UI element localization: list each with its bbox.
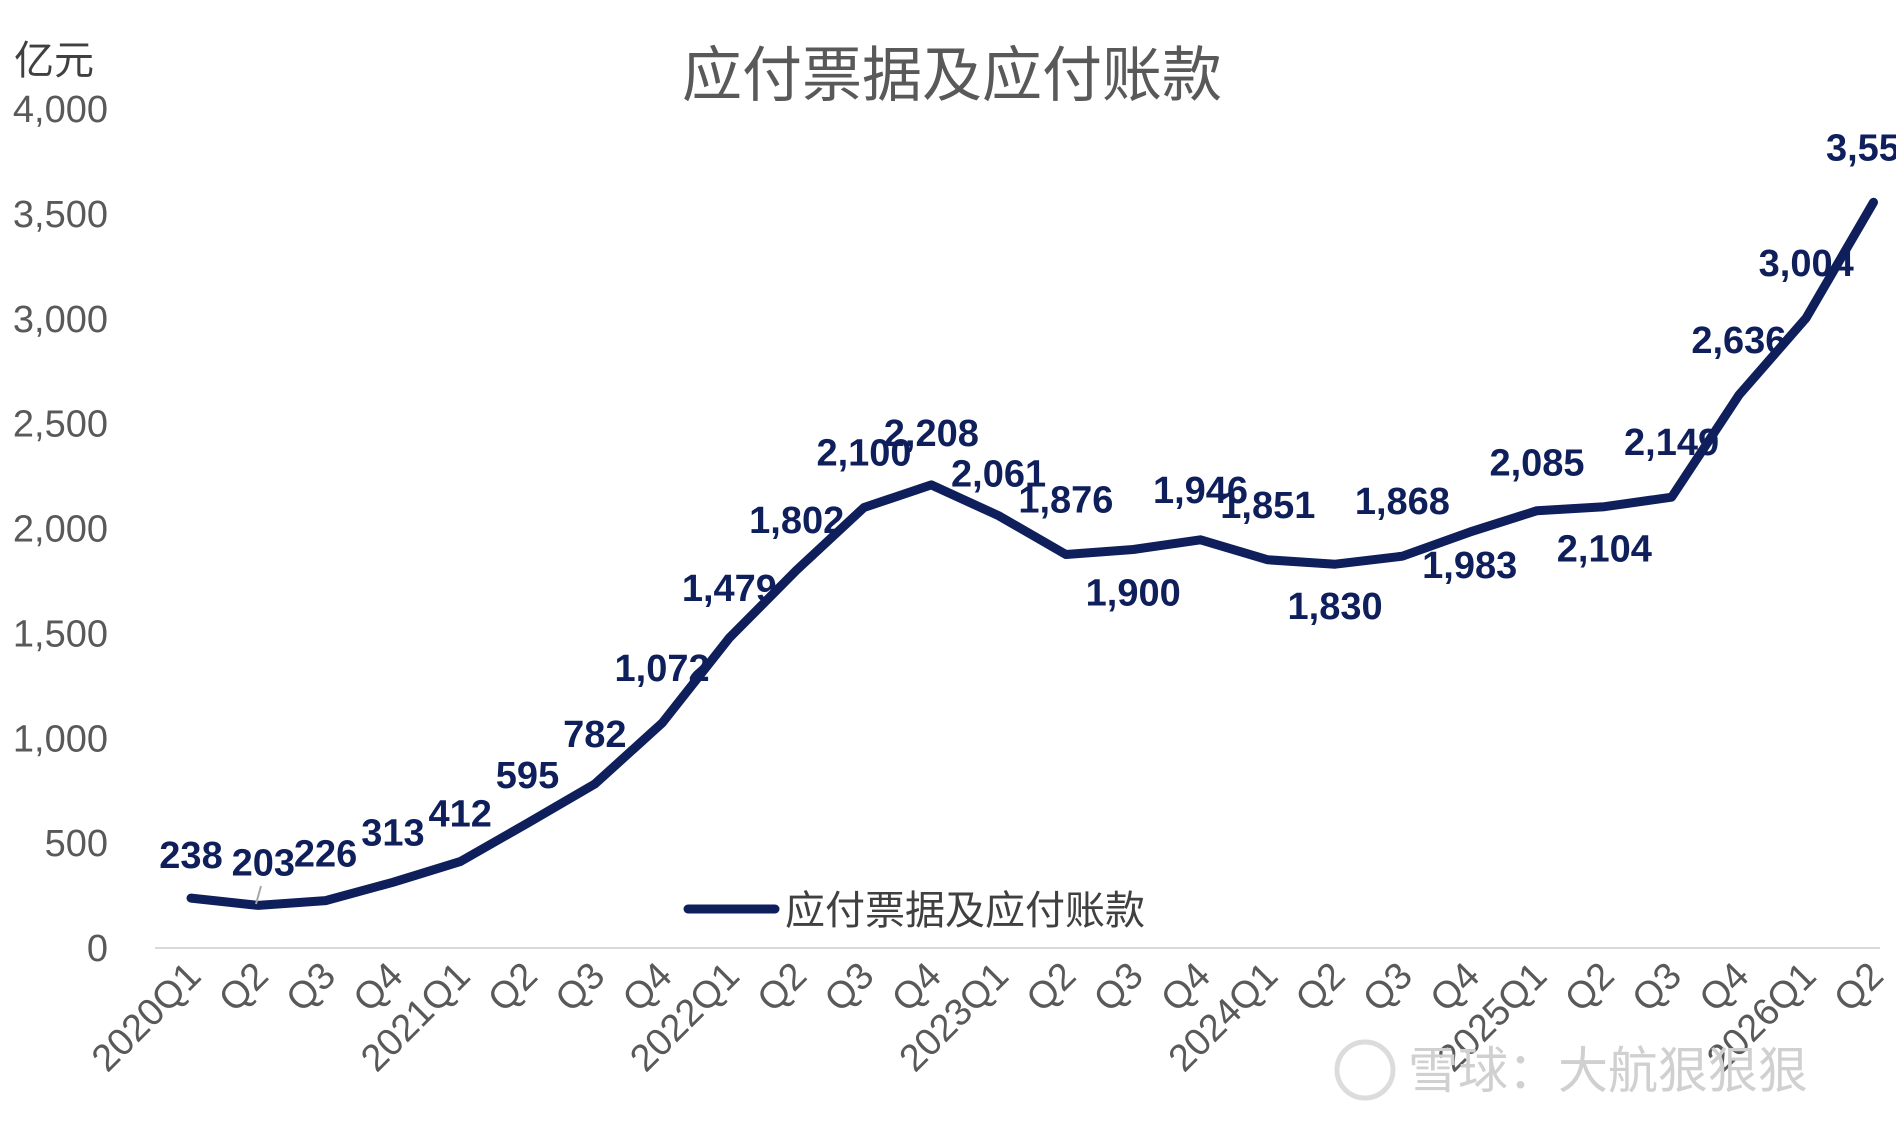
data-label: 1,802 (749, 500, 844, 542)
data-label: 1,876 (1018, 480, 1113, 522)
y-axis-unit: 亿元 (14, 39, 94, 83)
legend-label: 应付票据及应付账款 (785, 888, 1145, 934)
legend: 应付票据及应付账款 (683, 888, 1145, 934)
x-tick-label: Q3 (817, 955, 883, 1021)
series-line (186, 197, 1878, 910)
data-label: 2,208 (884, 413, 979, 455)
data-label: 412 (428, 794, 491, 836)
data-label: 1,900 (1086, 572, 1181, 614)
x-tick-label: Q2 (211, 955, 277, 1021)
data-label-leader-line (255, 885, 262, 905)
data-label: 1,479 (682, 568, 777, 610)
y-tick-label: 500 (45, 823, 108, 865)
x-tick-label: Q2 (1557, 955, 1623, 1021)
y-tick-label: 0 (87, 928, 108, 970)
data-label: 203 (232, 842, 295, 884)
watermark: 雪球：大航狠狠狠 (1334, 1039, 1808, 1101)
watermark-text: 雪球：大航狠狠狠 (1408, 1042, 1808, 1100)
data-label: 1,072 (615, 648, 710, 690)
x-tick-label: Q2 (750, 955, 816, 1021)
data-label: 1,830 (1288, 586, 1383, 628)
x-tick-label: Q3 (548, 955, 614, 1021)
data-label: 1,868 (1355, 481, 1450, 523)
x-tick-label: Q3 (1355, 955, 1421, 1021)
data-label: 313 (361, 812, 424, 854)
x-tick-label: Q3 (1624, 955, 1690, 1021)
y-tick-label: 2,000 (13, 509, 108, 551)
x-tick-label: 2020Q1 (84, 955, 209, 1080)
y-tick-label: 1,500 (13, 613, 108, 655)
data-label: 1,946 (1153, 470, 1248, 512)
x-tick-label: Q2 (480, 955, 546, 1021)
watermark-logo-icon (1334, 1039, 1396, 1101)
x-tick-label: Q3 (278, 955, 344, 1021)
data-label: 2,085 (1489, 443, 1584, 485)
chart-title: 应付票据及应付账款 (682, 41, 1222, 111)
y-tick-label: 2,500 (13, 404, 108, 446)
x-tick-label: Q3 (1086, 955, 1152, 1021)
data-label: 2,100 (816, 433, 911, 475)
data-label: 238 (159, 835, 222, 877)
x-tick-label: Q2 (1019, 955, 1085, 1021)
y-tick-label: 3,500 (13, 194, 108, 236)
data-label: 2,061 (951, 454, 1046, 496)
data-label: 782 (563, 714, 626, 756)
data-label: 1,851 (1220, 485, 1315, 527)
data-label: 595 (496, 755, 559, 797)
data-label: 1,983 (1422, 545, 1517, 587)
y-tick-label: 3,000 (13, 299, 108, 341)
data-label: 2,149 (1624, 422, 1719, 464)
y-tick-label: 1,000 (13, 718, 108, 760)
data-label: 3,004 (1759, 243, 1854, 285)
data-label: 2,636 (1691, 320, 1786, 362)
x-tick-label: Q2 (1288, 955, 1354, 1021)
data-label: 3,555 (1826, 127, 1896, 169)
data-label: 226 (294, 834, 357, 876)
y-tick-label: 4,000 (13, 89, 108, 131)
data-label: 2,104 (1557, 529, 1652, 571)
y-axis: 0 500 1,000 1,500 2,000 2,500 3,000 3,500 4,000 (13, 89, 108, 970)
x-tick-label: Q2 (1826, 955, 1892, 1021)
